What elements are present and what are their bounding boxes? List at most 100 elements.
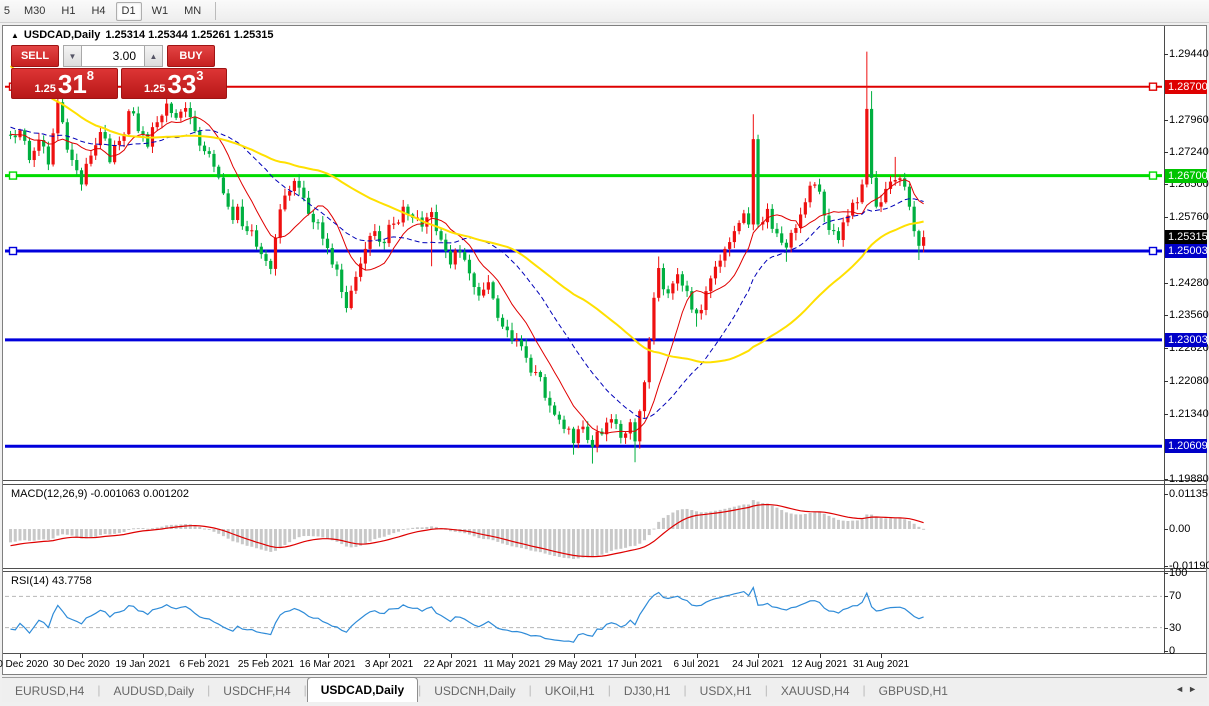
period-button-mn[interactable]: MN (184, 5, 202, 17)
tab-usdchf-h4[interactable]: USDCHF,H4 (223, 684, 291, 698)
macd-histogram-bar (56, 529, 60, 536)
candle-body (13, 135, 17, 138)
macd-histogram-bar (203, 528, 207, 530)
candle-body (32, 150, 36, 161)
tab-eurusd-h4[interactable]: EURUSD,H4 (15, 684, 85, 698)
candle-body (746, 213, 751, 225)
candle-body (642, 382, 647, 412)
hline-handle[interactable] (8, 171, 18, 180)
date-axis-tick (143, 654, 144, 658)
rsi-panel-plot[interactable] (5, 573, 1162, 652)
tab-ukoil-h1[interactable]: UKOil,H1 (544, 684, 595, 698)
candle-body (874, 177, 878, 207)
candle-body (377, 231, 382, 242)
hline-handle[interactable] (1148, 246, 1158, 256)
sell-button[interactable]: SELL (11, 45, 59, 67)
macd-histogram-bar (486, 529, 490, 540)
candle-body (500, 317, 505, 327)
buy-button[interactable]: BUY (167, 45, 215, 67)
macd-histogram-bar (846, 520, 850, 529)
buy-price-box[interactable]: 1.25 33 3 (120, 68, 227, 99)
collapse-arrow-icon[interactable]: ▲ (11, 30, 19, 40)
macd-histogram-bar (240, 529, 244, 545)
date-axis-tick (573, 654, 575, 658)
date-axis-tick (635, 654, 637, 658)
tab-scroll-nav: ◄► (1175, 684, 1201, 694)
macd-axis-tick (1164, 529, 1168, 530)
candle-body (146, 134, 150, 147)
tab-scroll-right-icon[interactable]: ► (1188, 684, 1201, 694)
candle-body (198, 131, 202, 146)
macd-histogram-bar (690, 510, 694, 529)
period-button-m30[interactable]: M30 (24, 5, 46, 17)
period-button-5[interactable]: 5 (3, 5, 10, 17)
candle-body (576, 429, 580, 444)
macd-histogram-bar (425, 526, 429, 529)
sell-price-box[interactable]: 1.25 31 8 (11, 68, 118, 99)
macd-histogram-bar (718, 509, 722, 529)
candle-body (515, 340, 519, 342)
macd-histogram-bar (453, 529, 457, 532)
period-button-d1[interactable]: D1 (115, 1, 142, 21)
volume-input[interactable]: 3.00 (82, 45, 144, 67)
tab-audusd-daily[interactable]: AUDUSD,Daily (113, 684, 195, 698)
tab-dj30-h1[interactable]: DJ30,H1 (623, 684, 671, 698)
candle-body (590, 439, 595, 447)
macd-histogram-bar (680, 509, 684, 529)
tab-usdcad-daily[interactable]: USDCAD,Daily (306, 677, 419, 702)
date-axis-label: 30 Dec 2020 (53, 659, 110, 670)
candle-body (37, 140, 41, 151)
macd-histogram-bar (832, 517, 836, 529)
hline-handle[interactable] (1148, 82, 1158, 91)
macd-histogram-bar (789, 513, 793, 529)
hline-handle[interactable] (1148, 171, 1158, 180)
date-axis-label: 12 Aug 2021 (791, 659, 848, 670)
macd-histogram-bar (94, 529, 98, 537)
macd-histogram-bar (505, 529, 509, 545)
candle-body (789, 232, 793, 248)
volume-decrease-button[interactable]: ▼ (63, 45, 82, 67)
macd-histogram-bar (685, 508, 689, 529)
candle-body (448, 251, 453, 265)
tab-separator: | (528, 683, 532, 697)
tab-usdcnh-daily[interactable]: USDCNH,Daily (434, 684, 516, 698)
volume-increase-button[interactable]: ▲ (144, 45, 163, 67)
tab-xauusd-h4[interactable]: XAUUSD,H4 (780, 684, 850, 698)
macd-histogram-bar (103, 529, 107, 535)
date-axis-label: 16 Mar 2021 (299, 659, 356, 670)
period-button-h4[interactable]: H4 (91, 5, 106, 17)
macd-histogram-bar (255, 529, 259, 549)
period-button-w1[interactable]: W1 (151, 5, 169, 17)
date-axis-label: 29 May 2021 (544, 659, 603, 670)
macd-histogram-bar (311, 529, 315, 537)
tab-scroll-left-icon[interactable]: ◄ (1175, 684, 1189, 694)
price-axis-tick (1164, 315, 1168, 317)
candle-body (231, 206, 235, 221)
macd-histogram-bar (898, 518, 902, 529)
macd-histogram-bar (581, 529, 585, 558)
macd-histogram-bar (624, 529, 628, 548)
macd-histogram-bar (841, 520, 845, 529)
tab-usdx-h1[interactable]: USDX,H1 (699, 684, 752, 698)
macd-histogram-bar (737, 505, 741, 529)
macd-histogram-bar (212, 529, 216, 532)
macd-histogram-bar (122, 529, 126, 532)
macd-histogram-bar (193, 525, 197, 529)
price-axis-tick (1164, 119, 1168, 121)
candlestick-chart-plot[interactable] (5, 28, 1162, 480)
macd-histogram-bar (553, 529, 557, 557)
macd-panel-plot[interactable] (5, 486, 1162, 567)
macd-histogram-bar (283, 529, 287, 546)
macd-histogram-bar (695, 511, 699, 529)
candle-body (808, 185, 812, 203)
candle-body (75, 160, 79, 171)
macd-histogram-bar (642, 529, 646, 541)
macd-histogram-bar (562, 529, 566, 558)
tab-gbpusd-h1[interactable]: GBPUSD,H1 (878, 684, 948, 698)
period-button-h1[interactable]: H1 (61, 5, 76, 17)
candle-body (325, 238, 330, 249)
macd-histogram-bar (401, 529, 405, 530)
candle-body (439, 231, 443, 240)
candle-body (236, 206, 240, 221)
hline-handle[interactable] (8, 246, 18, 256)
